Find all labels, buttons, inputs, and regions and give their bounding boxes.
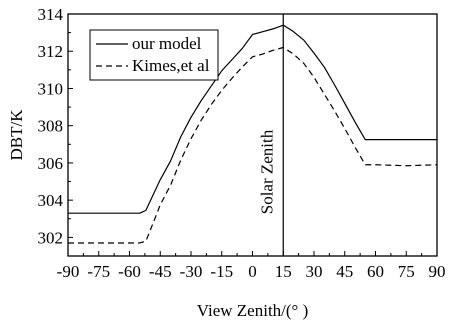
x-tick-label: 30 <box>306 262 323 281</box>
series-layer <box>68 24 438 244</box>
y-tick-label: 306 <box>38 154 64 173</box>
series-line-0 <box>68 24 437 214</box>
solar-zenith-label: Solar Zenith <box>257 129 276 214</box>
x-tick-label: 0 <box>248 262 257 281</box>
x-axis-title: View Zenith/(° ) <box>197 301 309 320</box>
x-axis: -90 -75 -60 -45 -30 -15 0 15 30 45 60 75 90 <box>57 251 446 281</box>
y-tick-label: 304 <box>38 191 64 210</box>
x-tick-label: -90 <box>57 262 80 281</box>
y-axis: 302 304 306 308 310 312 314 <box>38 5 73 247</box>
x-tick-label: -75 <box>87 262 110 281</box>
x-tick-label: -30 <box>180 262 203 281</box>
y-tick-label: 310 <box>38 79 64 98</box>
legend: our model Kimes,et al <box>89 29 219 81</box>
x-tick-label: 75 <box>398 262 415 281</box>
y-tick-label: 308 <box>38 117 64 136</box>
legend-label-kimes: Kimes,et al <box>132 56 210 75</box>
x-tick-label: -15 <box>210 262 233 281</box>
x-tick-label: -45 <box>149 262 172 281</box>
y-tick-label: 314 <box>38 5 64 24</box>
x-tick-label: 15 <box>275 262 292 281</box>
y-tick-label: 302 <box>38 228 64 247</box>
y-axis-title: DBT/K <box>7 109 26 161</box>
series-line-1 <box>68 46 438 244</box>
y-tick-label: 312 <box>38 42 64 61</box>
x-tick-label: 90 <box>429 262 446 281</box>
legend-box <box>89 29 219 81</box>
legend-label-our-model: our model <box>132 34 202 53</box>
x-tick-label: -60 <box>118 262 141 281</box>
x-tick-label: 60 <box>367 262 384 281</box>
x-tick-label: 45 <box>336 262 353 281</box>
